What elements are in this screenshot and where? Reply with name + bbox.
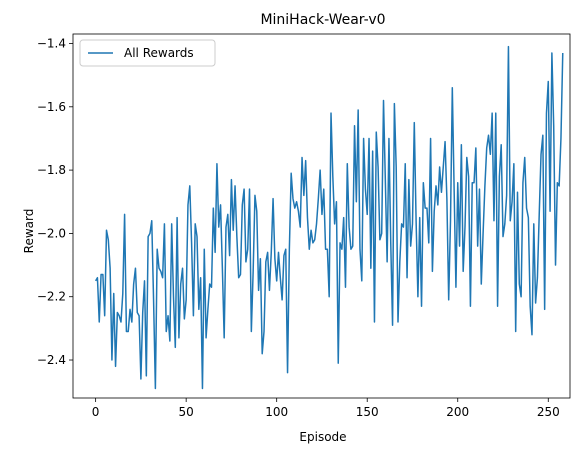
series-line-0 [94, 45, 564, 390]
y-tick-label: −1.4 [37, 36, 66, 50]
y-tick-label: −2.0 [37, 226, 66, 240]
legend: All Rewards [79, 39, 216, 67]
legend-box [79, 39, 216, 67]
x-tick-label: 0 [92, 405, 100, 419]
y-tick-label: −1.8 [37, 163, 66, 177]
x-tick-label: 200 [446, 405, 469, 419]
x-axis-label: Episode [299, 430, 346, 444]
y-tick-label: −1.6 [37, 100, 66, 114]
axes: 0 50 100 150 200 250 −2.4 −2.2 −2.0 −1.8 −1.6 −1.4 [37, 33, 571, 419]
series-group [94, 45, 564, 390]
y-tick-label: −2.2 [37, 290, 66, 304]
x-tick-label: 150 [356, 405, 379, 419]
chart-title: MiniHack-Wear-v0 [260, 12, 385, 28]
y-tick-label: −2.4 [37, 353, 66, 367]
legend-entry-label: All Rewards [124, 46, 194, 60]
plot-frame [72, 33, 571, 399]
x-tick-label: 50 [179, 405, 194, 419]
x-tick-label: 100 [265, 405, 288, 419]
y-axis-label: Reward [22, 209, 36, 254]
x-tick-label: 250 [537, 405, 560, 419]
